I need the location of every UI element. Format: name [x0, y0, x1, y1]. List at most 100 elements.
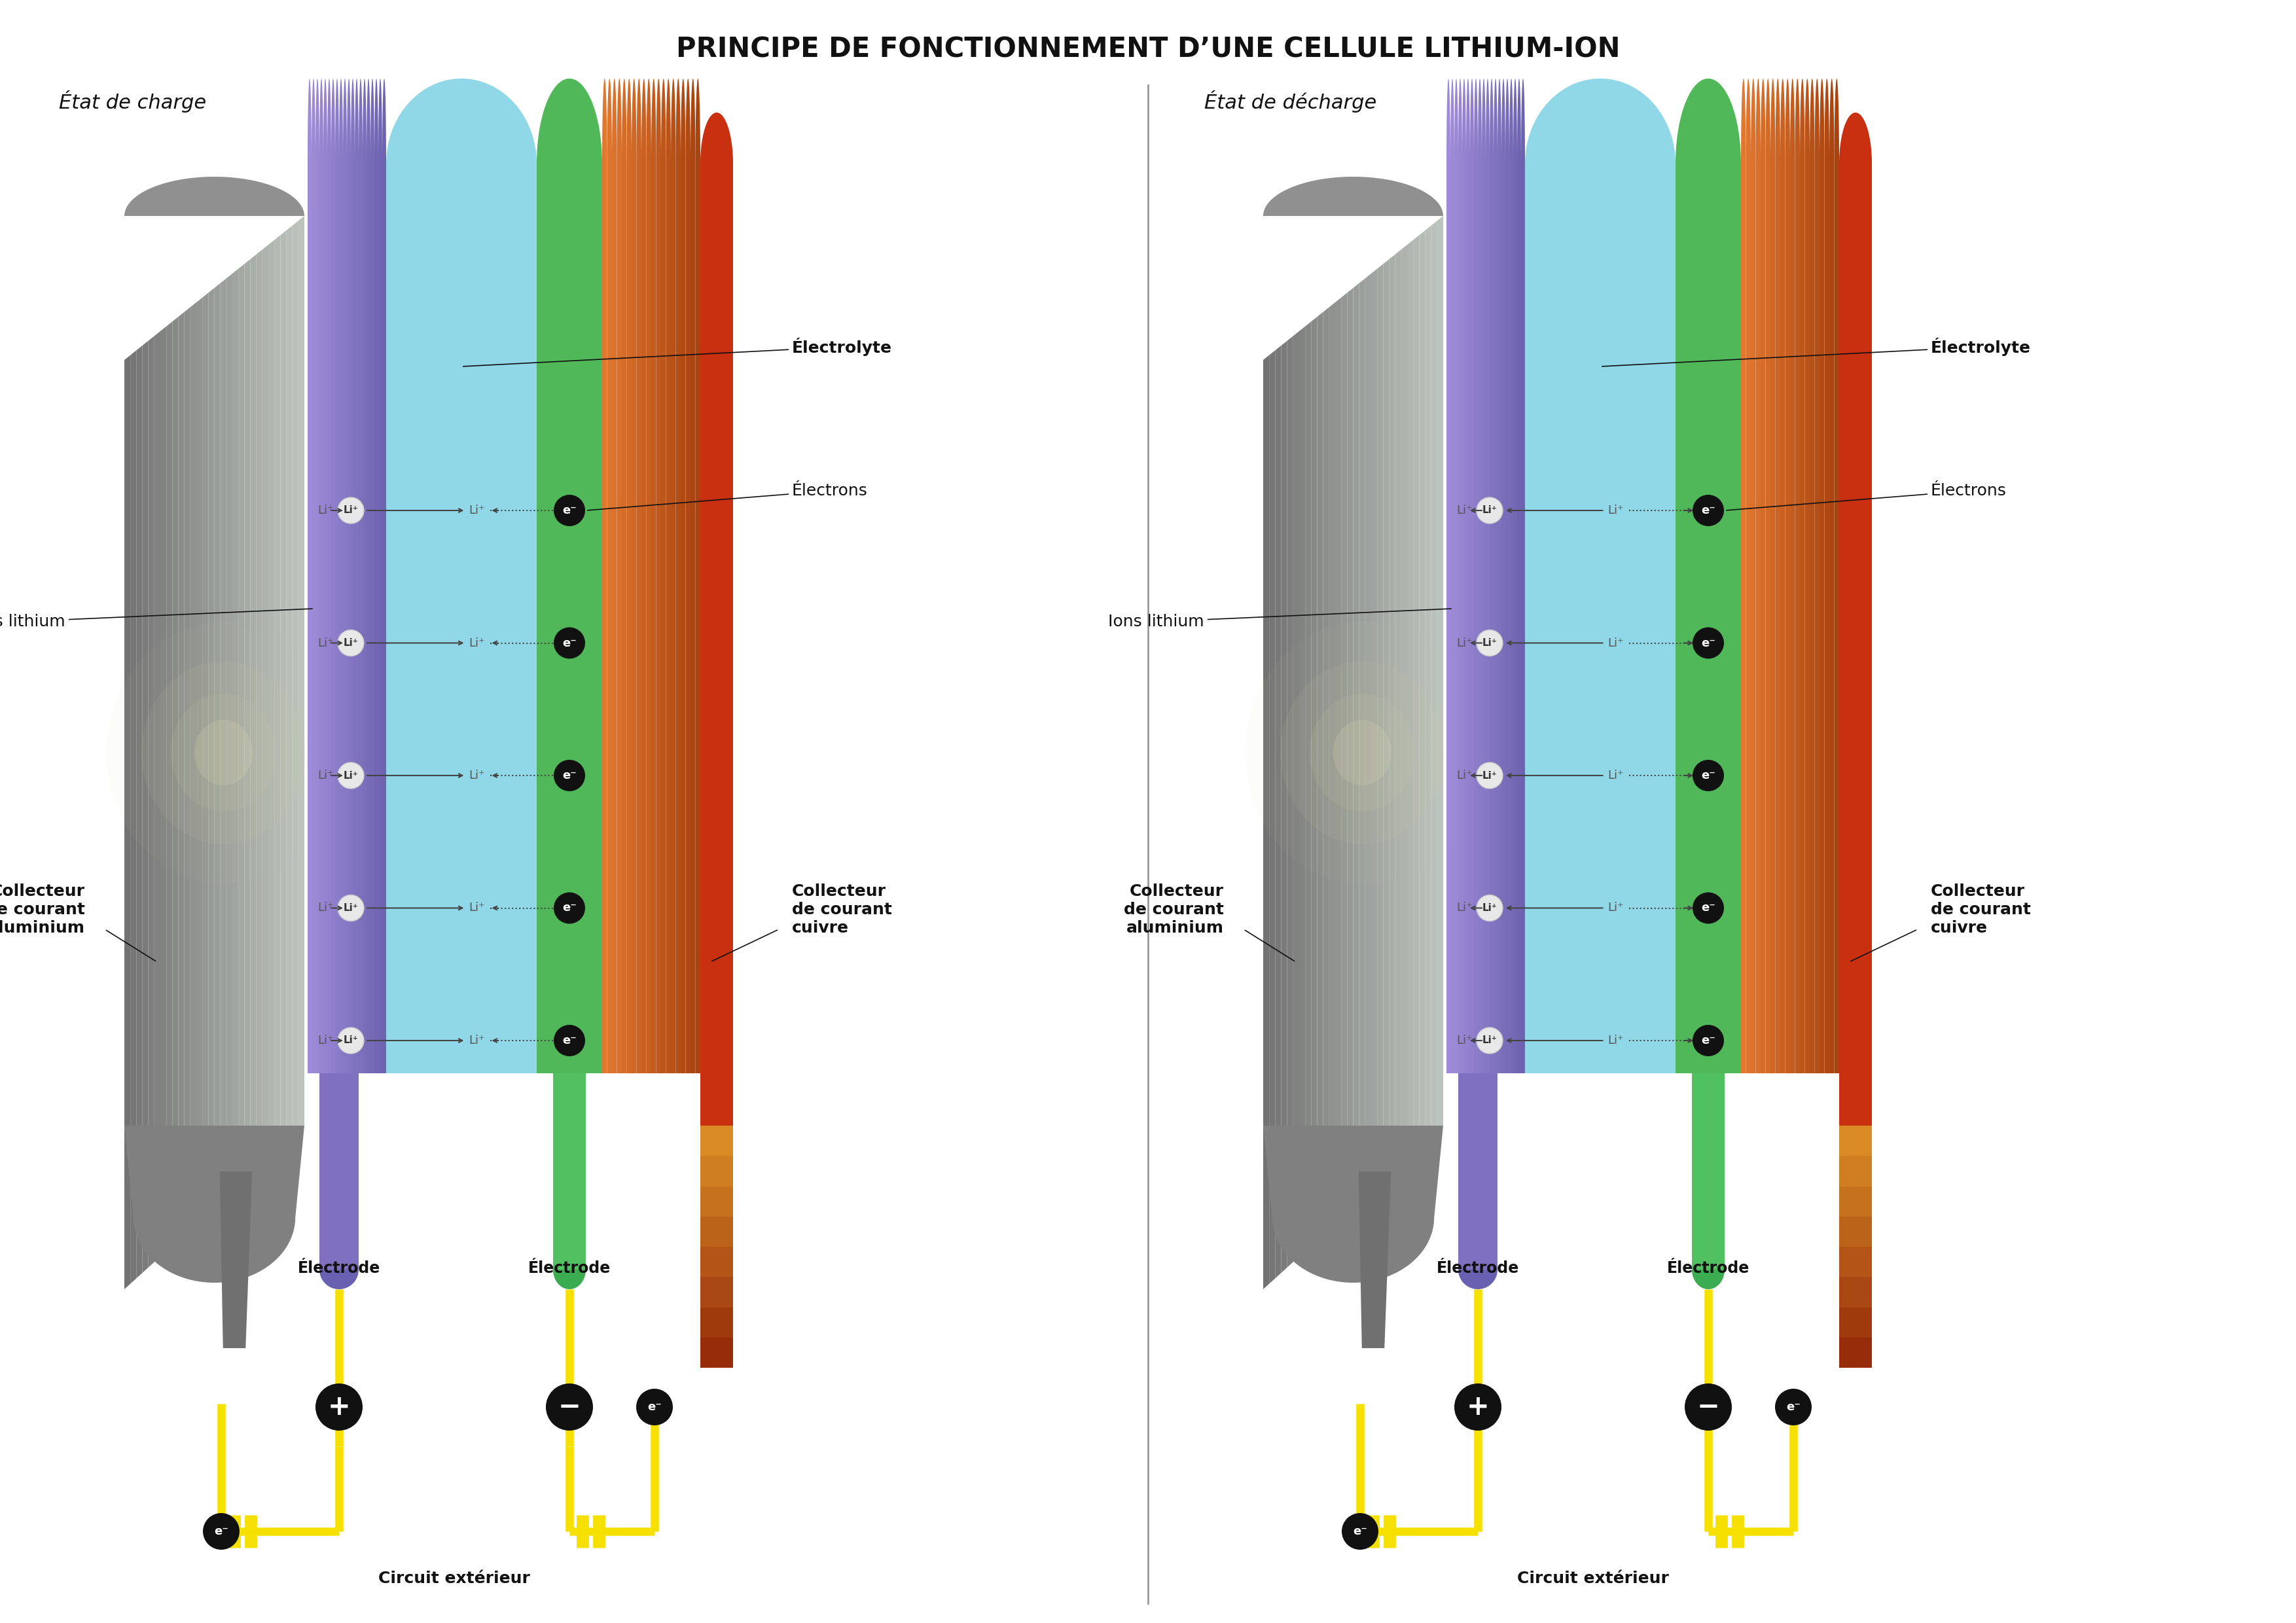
- Bar: [1839, 164, 1871, 260]
- Bar: [1839, 1156, 1871, 1186]
- Circle shape: [338, 630, 363, 656]
- Text: Collecteur
de courant
aluminium: Collecteur de courant aluminium: [1123, 883, 1224, 936]
- Bar: [700, 1246, 732, 1277]
- Text: Circuit extérieur: Circuit extérieur: [379, 1571, 530, 1586]
- Text: e⁻: e⁻: [563, 902, 576, 914]
- Polygon shape: [161, 326, 165, 1256]
- Polygon shape: [1830, 78, 1835, 1073]
- Polygon shape: [1458, 1269, 1497, 1289]
- Text: Li⁺: Li⁺: [344, 1035, 358, 1045]
- Polygon shape: [124, 177, 305, 216]
- Polygon shape: [1467, 78, 1469, 1073]
- Text: Li⁺: Li⁺: [468, 505, 484, 516]
- Polygon shape: [696, 78, 700, 1073]
- Circle shape: [553, 1024, 585, 1057]
- Bar: [700, 260, 732, 355]
- Polygon shape: [351, 78, 356, 1073]
- Polygon shape: [1458, 1073, 1497, 1269]
- Text: Li⁺: Li⁺: [317, 638, 333, 649]
- Text: Li⁺: Li⁺: [1607, 769, 1623, 781]
- Circle shape: [1476, 894, 1504, 922]
- Bar: [1839, 260, 1871, 355]
- Text: Ions lithium: Ions lithium: [0, 609, 312, 630]
- Polygon shape: [1371, 269, 1378, 1191]
- Text: e⁻: e⁻: [1701, 505, 1715, 516]
- Text: e⁻: e⁻: [1701, 638, 1715, 649]
- Polygon shape: [1382, 260, 1389, 1180]
- Polygon shape: [641, 78, 645, 1073]
- Polygon shape: [666, 78, 670, 1073]
- Bar: [700, 1307, 732, 1337]
- Bar: [1839, 1246, 1871, 1277]
- Polygon shape: [209, 287, 214, 1212]
- Circle shape: [338, 763, 363, 789]
- Polygon shape: [1495, 78, 1497, 1073]
- Polygon shape: [1795, 78, 1800, 1073]
- Polygon shape: [298, 216, 305, 1131]
- Polygon shape: [1341, 292, 1348, 1219]
- Ellipse shape: [170, 693, 276, 812]
- Text: e⁻: e⁻: [563, 1035, 576, 1047]
- Text: Li⁺: Li⁺: [1607, 638, 1623, 649]
- Text: Li⁺: Li⁺: [1456, 638, 1472, 649]
- Polygon shape: [312, 78, 315, 1073]
- Polygon shape: [657, 78, 661, 1073]
- Polygon shape: [1311, 316, 1318, 1245]
- Polygon shape: [1463, 78, 1467, 1073]
- Polygon shape: [1490, 78, 1495, 1073]
- Polygon shape: [315, 78, 319, 1073]
- Bar: [700, 1216, 732, 1246]
- Polygon shape: [1453, 78, 1458, 1073]
- Polygon shape: [1740, 78, 1745, 1073]
- Polygon shape: [1779, 78, 1786, 1073]
- Polygon shape: [691, 78, 696, 1073]
- Polygon shape: [687, 78, 691, 1073]
- Polygon shape: [262, 245, 269, 1164]
- Polygon shape: [1770, 78, 1775, 1073]
- Polygon shape: [1412, 235, 1419, 1152]
- Polygon shape: [257, 250, 262, 1169]
- Circle shape: [202, 1513, 239, 1550]
- Text: Électrode: Électrode: [1437, 1261, 1520, 1276]
- Polygon shape: [1502, 78, 1506, 1073]
- Polygon shape: [308, 78, 312, 1073]
- Circle shape: [553, 893, 585, 923]
- Polygon shape: [191, 302, 197, 1229]
- Circle shape: [1692, 1024, 1724, 1057]
- Polygon shape: [149, 336, 154, 1268]
- Polygon shape: [124, 1126, 305, 1282]
- Text: Collecteur
de courant
cuivre: Collecteur de courant cuivre: [1931, 883, 2032, 936]
- Polygon shape: [250, 255, 257, 1175]
- Polygon shape: [243, 260, 250, 1180]
- Polygon shape: [1407, 240, 1412, 1159]
- Text: e⁻: e⁻: [647, 1401, 661, 1414]
- Bar: [1839, 1337, 1871, 1368]
- Text: e⁻: e⁻: [563, 638, 576, 649]
- Polygon shape: [670, 78, 675, 1073]
- Polygon shape: [1458, 78, 1463, 1073]
- Text: Électrode: Électrode: [528, 1261, 611, 1276]
- Text: e⁻: e⁻: [1701, 769, 1715, 781]
- Circle shape: [1692, 495, 1724, 526]
- Bar: [1839, 453, 1871, 549]
- Polygon shape: [269, 240, 273, 1159]
- Polygon shape: [319, 78, 324, 1073]
- Polygon shape: [227, 274, 232, 1196]
- Polygon shape: [1419, 230, 1426, 1147]
- Polygon shape: [335, 78, 340, 1073]
- Polygon shape: [342, 78, 347, 1073]
- Polygon shape: [1761, 78, 1766, 1073]
- Polygon shape: [1800, 78, 1805, 1073]
- Bar: [700, 453, 732, 549]
- Polygon shape: [1451, 78, 1453, 1073]
- Polygon shape: [631, 78, 636, 1073]
- Polygon shape: [1676, 78, 1740, 1073]
- Circle shape: [315, 1383, 363, 1430]
- Polygon shape: [1378, 265, 1382, 1186]
- Polygon shape: [1786, 78, 1791, 1073]
- Bar: [700, 1337, 732, 1368]
- Polygon shape: [214, 282, 220, 1208]
- Polygon shape: [1288, 336, 1293, 1268]
- Text: e⁻: e⁻: [563, 769, 576, 781]
- Ellipse shape: [1334, 721, 1391, 786]
